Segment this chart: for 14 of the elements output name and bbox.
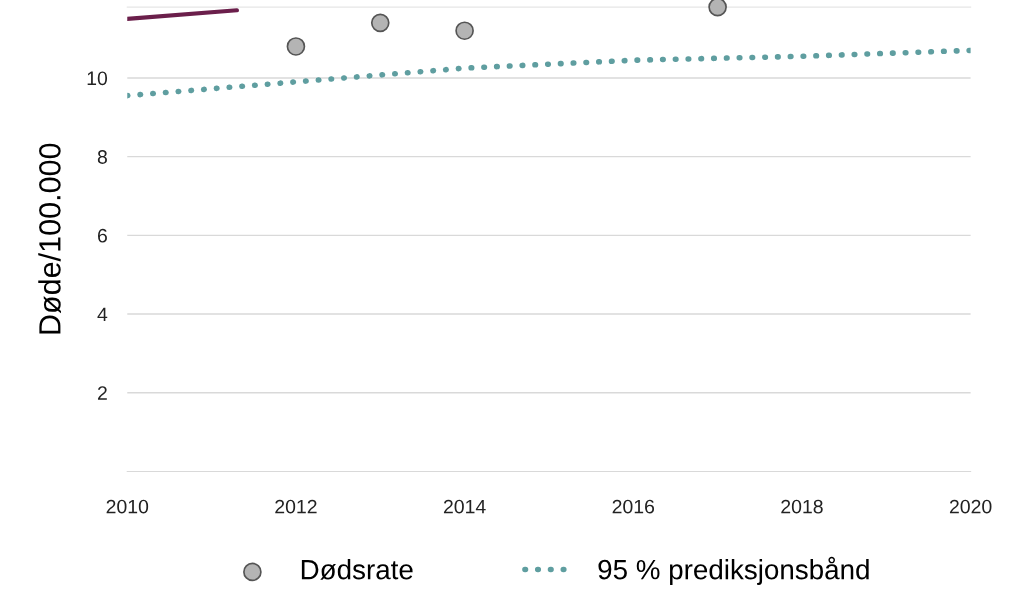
legend-label: Dødsrate: [301, 559, 413, 580]
y-tick-label: 6: [97, 228, 107, 243]
legend-label: 95 % prediksjonsbånd: [598, 556, 869, 585]
x-tick-label: 2012: [275, 499, 317, 514]
x-tick-label: 2016: [612, 499, 655, 514]
x-tick-label: 2020: [949, 499, 992, 514]
y-tick-label: 8: [97, 150, 107, 164]
y-tick-label: 2: [97, 386, 107, 400]
x-tick-label: 2014: [443, 499, 486, 514]
x-tick-label: 2010: [106, 499, 149, 514]
y-tick-label: 4: [97, 307, 108, 322]
y-axis-title: Døde/100.000: [38, 143, 61, 334]
x-tick-label: 2018: [781, 499, 823, 514]
y-tick-label: 10: [87, 71, 108, 86]
